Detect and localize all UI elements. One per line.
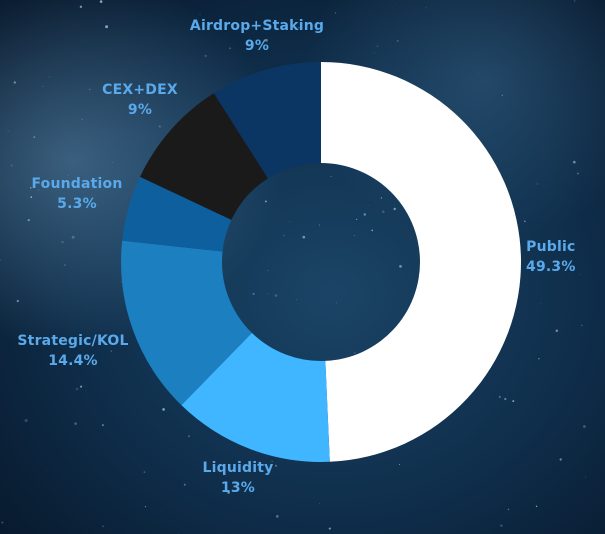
label-value-liquidity: 13%	[220, 480, 256, 496]
label-public: Public 49.3%	[526, 237, 576, 277]
label-name-strategic-kol: Strategic/KOL	[17, 333, 129, 349]
label-cex-dex: CEX+DEX 9%	[102, 80, 178, 120]
slice-foundation	[122, 176, 232, 252]
slice-strategic-kol	[121, 240, 252, 406]
slice-cex-dex	[140, 93, 268, 220]
label-liquidity: Liquidity 13%	[203, 458, 274, 498]
label-value-strategic-kol: 14.4%	[48, 353, 98, 369]
label-value-cex-dex: 9%	[127, 102, 153, 118]
label-name-airdrop-staking: Airdrop+Staking	[189, 18, 325, 34]
label-strategic-kol: Strategic/KOL 14.4%	[17, 331, 128, 371]
label-name-public: Public	[526, 239, 576, 255]
label-name-foundation: Foundation	[31, 176, 123, 192]
label-value-foundation: 5.3%	[57, 196, 97, 212]
label-name-cex-dex: CEX+DEX	[102, 82, 178, 98]
label-value-airdrop-staking: 9%	[244, 38, 270, 54]
slice-airdrop-staking	[213, 62, 321, 179]
label-value-public: 49.3%	[526, 259, 576, 275]
label-airdrop-staking: Airdrop+Staking 9%	[190, 16, 324, 56]
label-name-liquidity: Liquidity	[202, 460, 274, 476]
label-foundation: Foundation 5.3%	[31, 174, 122, 214]
slice-public	[321, 62, 522, 462]
slice-liquidity	[181, 332, 330, 462]
